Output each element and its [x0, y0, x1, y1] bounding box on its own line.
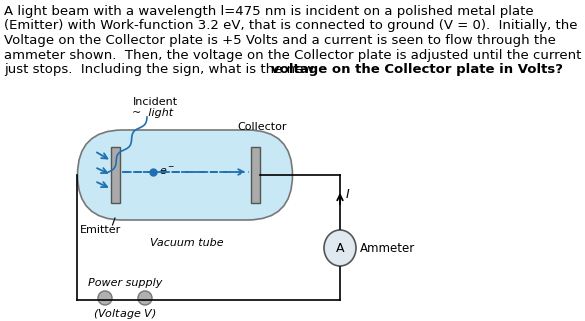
Text: just stops.  Including the sign, what is the new: just stops. Including the sign, what is …: [4, 63, 318, 76]
Text: (Emitter) with Work-function 3.2 eV, that is connected to ground (V = 0).  Initi: (Emitter) with Work-function 3.2 eV, tha…: [4, 20, 577, 32]
Text: Incident: Incident: [132, 97, 178, 107]
Text: ~  light: ~ light: [132, 108, 174, 118]
FancyBboxPatch shape: [77, 130, 292, 220]
Text: A light beam with a wavelength l=475 nm is incident on a polished metal plate: A light beam with a wavelength l=475 nm …: [4, 5, 534, 18]
Text: Vacuum tube: Vacuum tube: [150, 238, 223, 248]
Text: voltage on the Collector plate in Volts?: voltage on the Collector plate in Volts?: [271, 63, 563, 76]
Ellipse shape: [324, 230, 356, 266]
Text: Power supply: Power supply: [88, 278, 162, 288]
Text: Collector: Collector: [237, 122, 287, 132]
Circle shape: [98, 291, 112, 305]
Text: (Voltage $V$): (Voltage $V$): [94, 307, 157, 321]
Bar: [250, 147, 260, 203]
Text: ammeter shown.  Then, the voltage on the Collector plate is adjusted until the c: ammeter shown. Then, the voltage on the …: [4, 48, 581, 62]
Text: $I$: $I$: [345, 188, 350, 202]
Text: Emitter: Emitter: [80, 225, 121, 235]
Text: Ammeter: Ammeter: [360, 241, 415, 255]
Text: Voltage on the Collector plate is +5 Volts and a current is seen to flow through: Voltage on the Collector plate is +5 Vol…: [4, 34, 556, 47]
Text: A: A: [336, 241, 344, 255]
Circle shape: [138, 291, 152, 305]
Bar: [111, 147, 119, 203]
Text: $e^-$: $e^-$: [159, 166, 176, 177]
